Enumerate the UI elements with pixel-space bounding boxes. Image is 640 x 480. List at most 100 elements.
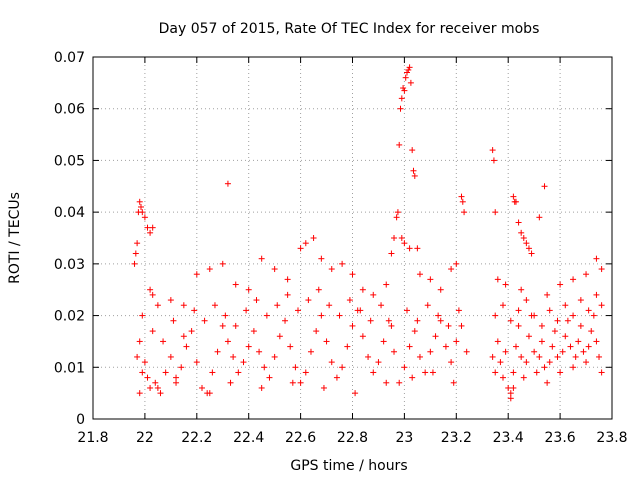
data-point — [147, 229, 154, 236]
data-point — [139, 209, 146, 216]
data-point — [219, 322, 226, 329]
data-point — [323, 338, 330, 345]
data-point — [263, 312, 270, 319]
data-point — [388, 250, 395, 257]
data-point — [551, 328, 558, 335]
data-point — [398, 235, 405, 241]
data-point — [528, 250, 535, 257]
data-point — [157, 390, 164, 397]
data-point — [546, 359, 553, 366]
data-point — [328, 266, 335, 273]
data-point — [149, 224, 156, 231]
data-point — [536, 353, 543, 360]
data-point — [544, 291, 551, 298]
data-point — [459, 198, 466, 205]
data-point — [500, 302, 507, 309]
data-point — [398, 95, 405, 102]
data-point — [414, 317, 421, 324]
data-point — [144, 224, 151, 231]
data-point — [152, 379, 159, 386]
data-point — [541, 364, 548, 371]
data-point — [292, 364, 299, 371]
data-point — [139, 312, 146, 319]
data-point — [336, 312, 343, 319]
data-point — [523, 240, 530, 247]
data-point — [227, 379, 234, 386]
data-point — [261, 364, 268, 371]
data-point — [357, 307, 364, 314]
data-point — [541, 183, 548, 190]
data-point — [585, 343, 592, 350]
data-point — [302, 240, 309, 247]
data-point — [256, 348, 263, 355]
data-point — [463, 348, 470, 355]
data-point — [515, 322, 522, 329]
data-point — [326, 302, 333, 309]
data-point — [557, 369, 564, 376]
data-point — [461, 209, 468, 216]
data-point — [562, 302, 569, 309]
data-point — [188, 328, 195, 335]
data-point — [378, 302, 385, 309]
data-point — [510, 193, 517, 200]
data-point — [282, 317, 289, 324]
data-point — [346, 297, 353, 304]
data-point — [201, 317, 208, 324]
data-point — [572, 353, 579, 360]
data-point — [492, 209, 499, 216]
data-point — [232, 322, 239, 329]
data-point — [380, 338, 387, 345]
data-point — [448, 359, 455, 366]
axis-ticks: 21.8 22 22.2 22.4 22.6 22.8 23 23.2 23.4 23.6 23.8… — [54, 50, 628, 446]
x-tick-label: 22.2 — [181, 430, 212, 446]
data-point — [173, 379, 180, 386]
data-point — [410, 167, 417, 174]
data-point — [502, 281, 509, 288]
data-point — [320, 384, 327, 391]
data-point — [437, 286, 444, 293]
data-point — [183, 343, 190, 350]
data-point — [429, 369, 436, 376]
data-point — [400, 85, 407, 92]
data-point — [359, 333, 366, 340]
data-point — [598, 302, 605, 309]
data-point — [243, 307, 250, 314]
data-point — [339, 260, 346, 267]
data-point — [502, 348, 509, 355]
data-point — [596, 353, 603, 360]
data-point — [315, 286, 322, 293]
data-point — [258, 384, 265, 391]
data-point — [245, 286, 252, 293]
data-point — [492, 369, 499, 376]
y-tick-label: 0.07 — [54, 50, 85, 66]
data-point — [370, 291, 377, 298]
data-point — [490, 157, 497, 164]
data-point — [352, 390, 359, 397]
data-point — [564, 317, 571, 324]
data-point — [588, 328, 595, 335]
data-point — [510, 384, 517, 391]
data-point — [393, 214, 400, 221]
data-point — [284, 276, 291, 283]
data-point — [193, 359, 200, 366]
data-point — [409, 374, 416, 381]
data-point — [147, 384, 154, 391]
data-point — [497, 359, 504, 366]
data-point — [318, 255, 325, 262]
data-point — [266, 374, 273, 381]
data-point — [136, 338, 143, 345]
data-point — [214, 348, 221, 355]
data-point — [593, 291, 600, 298]
data-point — [458, 322, 465, 329]
data-point — [170, 317, 177, 324]
data-point — [525, 245, 532, 252]
data-point — [139, 369, 146, 376]
data-point — [406, 64, 413, 71]
data-point — [302, 369, 309, 376]
x-tick-label: 22.6 — [285, 430, 316, 446]
data-point — [141, 359, 148, 366]
data-point — [411, 172, 418, 179]
data-point — [531, 312, 538, 319]
x-tick-label: 23.6 — [545, 430, 576, 446]
data-point — [453, 260, 460, 267]
